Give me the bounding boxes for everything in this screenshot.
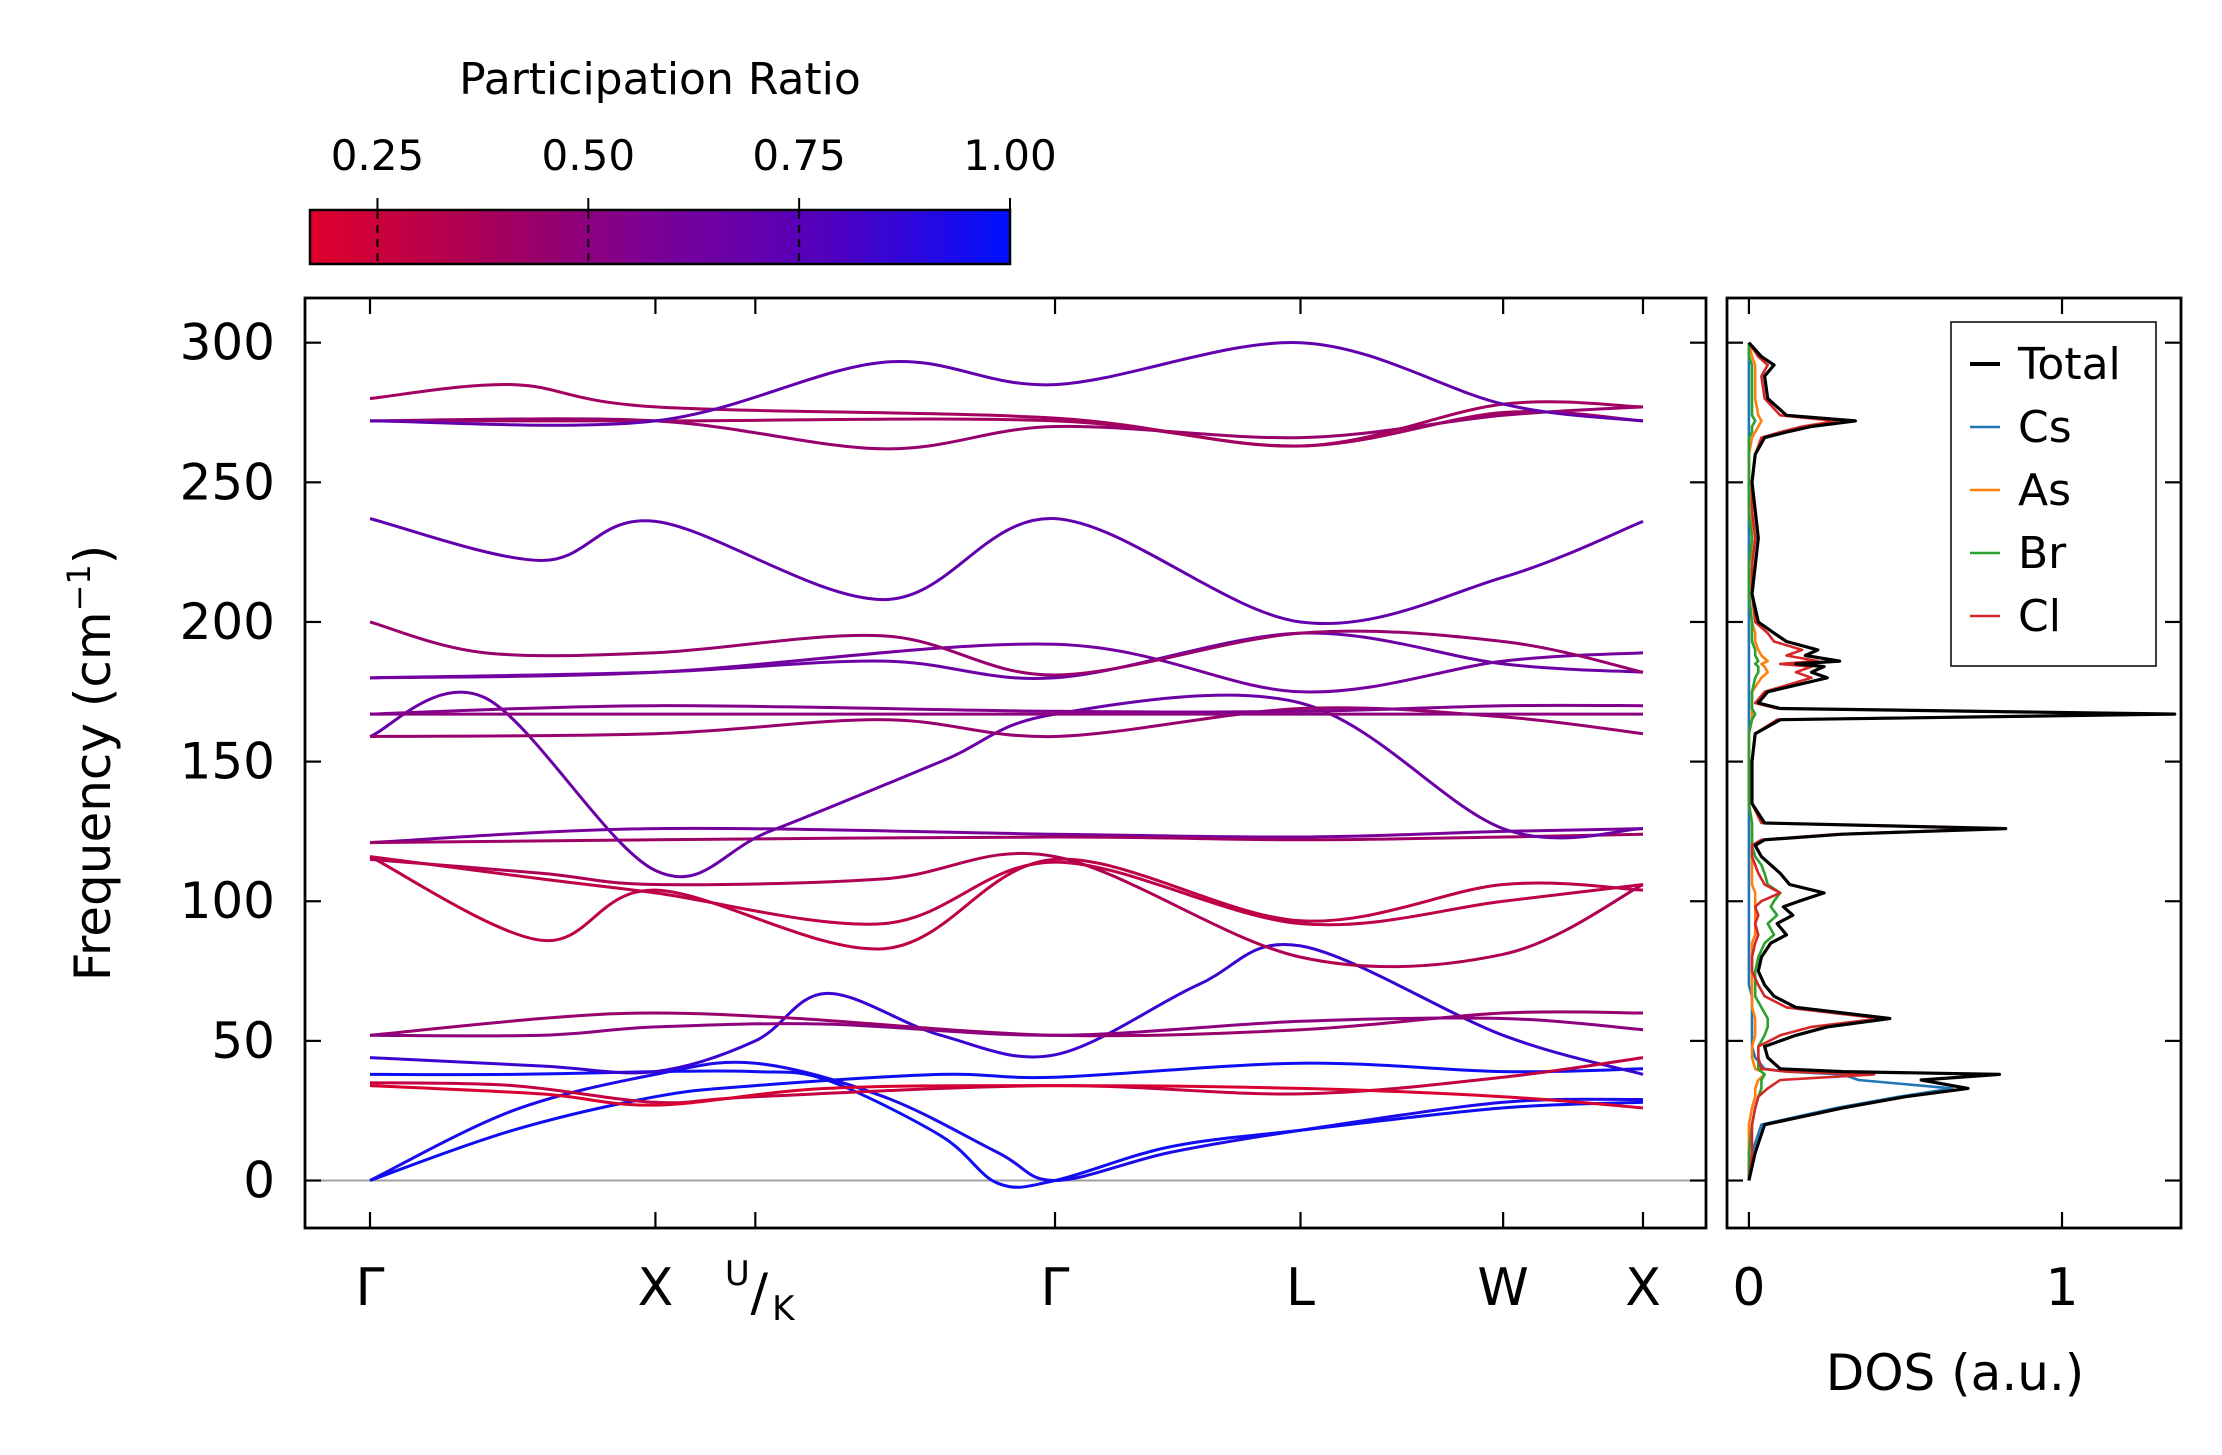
dos-curve-br bbox=[1747, 342, 1782, 1181]
y-tick-label: 250 bbox=[180, 453, 275, 511]
phonon-branch bbox=[369, 1056, 1644, 1105]
phonon-branch bbox=[369, 855, 1644, 951]
colorbar-tick-label: 0.75 bbox=[752, 131, 846, 180]
dos-x-axis-label: DOS (a.u.) bbox=[1826, 1344, 2085, 1402]
colorbar-tick-label: 1.00 bbox=[963, 131, 1057, 180]
colorbar-tick-label: 0.50 bbox=[542, 131, 636, 180]
dos-x-tick-label: 1 bbox=[2045, 1258, 2078, 1318]
k-point-label: X bbox=[1625, 1258, 1661, 1318]
dos-curve-total bbox=[1747, 341, 2177, 1181]
phonon-branch bbox=[369, 642, 1644, 694]
phonon-branch bbox=[369, 1084, 1644, 1110]
k-point-label: Γ bbox=[356, 1258, 385, 1318]
phonon-branch bbox=[369, 1061, 1644, 1182]
dos-curves bbox=[1747, 341, 2177, 1181]
band-axes: 0 50 100 150 200 250 300 Γ X Γ L W X U / K bbox=[180, 298, 1706, 1329]
k-point-label: X bbox=[638, 1258, 674, 1318]
y-tick-label: 100 bbox=[180, 872, 275, 930]
k-point-label-slash: / bbox=[751, 1263, 769, 1323]
k-point-label: L bbox=[1286, 1258, 1315, 1318]
phonon-branch bbox=[369, 943, 1644, 1076]
legend-label-total: Total bbox=[2017, 339, 2121, 390]
y-axis-label-exponent: −1 bbox=[60, 564, 98, 611]
k-point-label: W bbox=[1477, 1258, 1528, 1318]
legend-label-cs: Cs bbox=[2018, 402, 2072, 453]
legend-label-br: Br bbox=[2018, 528, 2067, 579]
dos-plot-frame bbox=[1725, 296, 2183, 1230]
phonon-branch bbox=[369, 703, 1644, 716]
phonon-branch bbox=[369, 1069, 1644, 1189]
band-plot-frame bbox=[303, 296, 1708, 1230]
k-point-label: Γ bbox=[1041, 1258, 1070, 1318]
phonon-branch bbox=[369, 832, 1644, 845]
dos-legend: Total Cs As Br Cl bbox=[1950, 321, 2157, 667]
k-point-label-u: U bbox=[725, 1254, 750, 1294]
dos-x-tick-label: 0 bbox=[1732, 1258, 1765, 1318]
k-point-label-k: K bbox=[772, 1289, 796, 1329]
phonon-branch bbox=[369, 383, 1644, 448]
colorbar-label: Participation Ratio bbox=[459, 54, 861, 105]
phonon-branch bbox=[369, 1060, 1644, 1183]
y-axis-label-main: Frequency (cm bbox=[64, 611, 122, 981]
legend-box bbox=[1950, 321, 2157, 667]
y-tick-label: 0 bbox=[243, 1152, 275, 1210]
phonon-branch bbox=[369, 405, 1644, 451]
colorbar-tick-label: 0.25 bbox=[331, 131, 425, 180]
phonon-branch bbox=[369, 341, 1644, 427]
y-tick-label: 50 bbox=[211, 1012, 275, 1070]
y-tick-label: 150 bbox=[180, 733, 275, 791]
band-structure-panel: 0 50 100 150 200 250 300 Γ X Γ L W X U / K Frequency (c… bbox=[60, 296, 1708, 1329]
legend-label-cl: Cl bbox=[2018, 591, 2061, 642]
phonon-branch bbox=[369, 826, 1644, 845]
phonon-branch bbox=[369, 855, 1644, 927]
phonon-branch bbox=[369, 1010, 1644, 1038]
phonon-branch bbox=[369, 620, 1644, 677]
y-tick-label: 200 bbox=[180, 593, 275, 651]
phonon-branch bbox=[369, 517, 1644, 626]
y-axis-label-close: ) bbox=[64, 545, 122, 565]
colorbar bbox=[308, 208, 1012, 266]
y-axis-label: Frequency (cm−1) bbox=[60, 545, 122, 982]
phonon-branch bbox=[369, 1016, 1644, 1038]
legend-label-as: As bbox=[2018, 465, 2071, 516]
y-tick-label: 300 bbox=[180, 314, 275, 372]
phonon-branch bbox=[369, 410, 1644, 448]
phonon-branch bbox=[369, 851, 1644, 969]
dos-curve-cs bbox=[1747, 342, 1954, 1181]
phonon-branches bbox=[369, 341, 1644, 1189]
colorbar-ticks: 0.25 0.50 0.75 1.00 bbox=[331, 131, 1057, 263]
phonon-branch bbox=[369, 690, 1644, 879]
